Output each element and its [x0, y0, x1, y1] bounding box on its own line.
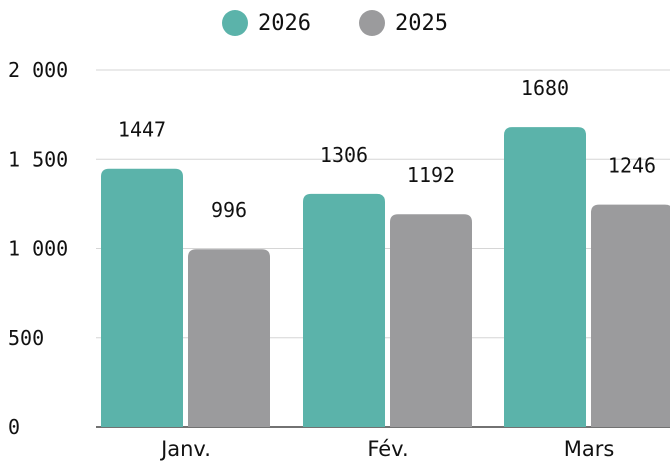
- legend-swatch-2026: [222, 10, 249, 36]
- y-tick-label: 1 500: [8, 147, 68, 171]
- y-tick-label: 500: [8, 326, 44, 350]
- bar-2025-2: [591, 204, 670, 427]
- bar-2025-0: [188, 249, 270, 427]
- data-label: 1306: [320, 143, 368, 167]
- legend-label-2026: 2026: [258, 10, 311, 36]
- y-tick-label: 1 000: [8, 237, 68, 261]
- bar-2026-2: [504, 127, 586, 428]
- data-label: 996: [211, 198, 247, 222]
- bar-2026-0: [101, 168, 183, 427]
- y-tick-label: 2 000: [8, 58, 68, 82]
- legend-item-2026: 2026: [222, 10, 311, 36]
- chart-legend: 2026 2025: [0, 10, 670, 36]
- data-label: 1447: [118, 118, 166, 142]
- legend-label-2025: 2025: [395, 10, 448, 36]
- legend-swatch-2025: [359, 10, 385, 36]
- data-label: 1680: [521, 76, 569, 100]
- data-label: 1246: [608, 154, 656, 178]
- x-tick-label: Mars: [564, 437, 615, 461]
- data-label: 1192: [407, 163, 455, 187]
- bar-2025-1: [390, 214, 472, 427]
- bar-2026-1: [303, 193, 385, 427]
- legend-item-2025: 2025: [359, 10, 448, 36]
- x-tick-label: Fév.: [367, 437, 408, 461]
- x-tick-label: Janv.: [159, 437, 211, 461]
- y-tick-label: 0: [8, 415, 20, 439]
